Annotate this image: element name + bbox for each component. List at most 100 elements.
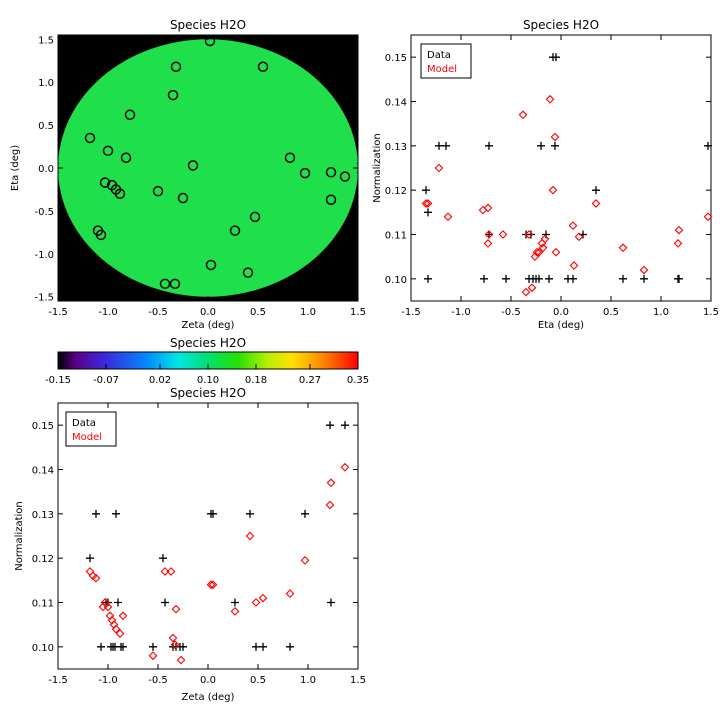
zeta-model-point [171, 604, 181, 614]
zeta-data-point [114, 598, 122, 607]
map-y-tick-label: 0.5 [38, 121, 54, 132]
map-x-tick-label: 0.5 [250, 307, 266, 318]
zeta-model-point [258, 593, 268, 603]
map-source-marker [205, 259, 217, 271]
zeta-model-point [340, 462, 350, 472]
map-field-ellipse [58, 39, 358, 297]
eta-data-point [552, 53, 560, 62]
zeta-data-point [97, 642, 105, 651]
map-source-marker [102, 145, 114, 157]
eta-legend-model: Model [427, 64, 457, 75]
zeta-data-point [209, 509, 217, 518]
zeta-model-point [176, 655, 186, 665]
zeta-data-point [259, 642, 267, 651]
map-source-marker [95, 229, 107, 241]
eta-model-point [524, 230, 534, 239]
eta-y-tick-label: 0.12 [385, 186, 407, 197]
zeta-y-tick-label: 0.12 [32, 554, 54, 565]
eta-model-point [548, 185, 558, 195]
eta-model-point [673, 238, 683, 248]
eta-data-point [535, 274, 543, 283]
colorbar-tick-label: -0.15 [45, 375, 71, 386]
eta-model-point [434, 163, 444, 173]
eta-x-tick-label: 0.5 [603, 307, 619, 318]
zeta-model-point [103, 602, 113, 612]
eta-legend-box [420, 43, 472, 79]
eta-data-point [569, 274, 577, 283]
colorbar-tick-label: 0.27 [299, 375, 321, 386]
map-source-marker [249, 211, 261, 223]
map-y-tick-label: -0.5 [34, 207, 54, 218]
zeta-x-tick-label: 0.5 [250, 675, 266, 686]
eta-model-point [532, 247, 542, 257]
zeta-model-point [111, 624, 121, 634]
eta-model-point [498, 230, 508, 239]
eta-data-point [485, 141, 493, 150]
eta-model-point [674, 225, 684, 235]
zeta-model-point [85, 567, 95, 576]
eta-legend-data: Data [427, 50, 451, 61]
eta-model-point [478, 205, 488, 215]
zeta-model-point [245, 531, 255, 541]
zeta-data-point [286, 642, 294, 651]
zeta-legend: Data Model [65, 411, 117, 447]
colorbar-panel: Species H2O -0.15 -0.07 0.02 0.10 0.18 0.27 0.… [45, 336, 369, 386]
eta-data-point [480, 274, 488, 283]
map-y-ticks: -1.5 -1.0 -0.5 0.0 0.5 1.0 1.5 [34, 35, 358, 304]
eta-y-axis-label: Normalization [372, 133, 383, 203]
map-x-tick-label: 0.0 [200, 307, 216, 318]
eta-x-tick-label: 1.0 [653, 307, 669, 318]
map-y-tick-label: 1.0 [38, 78, 54, 89]
map-y-tick-label: 1.5 [38, 35, 54, 46]
zeta-data-point [119, 642, 127, 651]
zeta-legend-model: Model [72, 432, 102, 443]
eta-y-tick-label: 0.15 [385, 53, 407, 64]
zeta-model-point [115, 629, 125, 638]
zeta-data-point [92, 509, 100, 518]
zeta-model-point [160, 567, 170, 576]
zeta-x-tick-label: 1.0 [300, 675, 316, 686]
eta-model-point [443, 212, 453, 222]
map-source-marker [229, 225, 241, 236]
map-x-tick-label: -0.5 [148, 307, 168, 318]
map-source-marker [242, 267, 254, 278]
eta-data-point [442, 141, 450, 150]
map-source-marker [152, 185, 164, 197]
eta-model-point [551, 247, 561, 257]
eta-model-point [574, 232, 584, 242]
colorbar-ticks: -0.15 -0.07 0.02 0.10 0.18 0.27 0.35 [45, 364, 369, 386]
map-source-marker [99, 177, 111, 188]
zeta-data-point [326, 421, 334, 430]
eta-data-point [424, 274, 432, 283]
eta-model-point [545, 94, 555, 104]
colorbar-tick-label: 0.10 [197, 375, 219, 386]
zeta-model-point [300, 556, 310, 565]
zeta-x-axis-label: Zeta (deg) [182, 692, 235, 703]
zeta-model-point [251, 598, 261, 607]
zeta-model-point [325, 500, 335, 510]
map-y-tick-label: 0.0 [38, 164, 54, 175]
eta-data-point [592, 186, 600, 195]
eta-x-tick-label: 0.0 [553, 307, 569, 318]
zeta-data-point [159, 554, 167, 563]
zeta-model-point [170, 640, 180, 649]
zeta-model-point [206, 580, 216, 590]
map-y-axis-label: Eta (deg) [10, 145, 21, 191]
map-source-marker [325, 194, 337, 205]
map-y-tick-label: -1.0 [34, 250, 54, 261]
eta-model-point [703, 212, 713, 222]
map-x-tick-label: 1.0 [300, 307, 316, 318]
map-source-marker [325, 167, 337, 178]
map-x-tick-label: -1.5 [48, 307, 68, 318]
eta-data-point [424, 208, 432, 217]
map-source-marker [170, 61, 182, 72]
map-source-marker [124, 109, 136, 121]
map-source-marker [339, 171, 351, 182]
zeta-y-axis-label: Normalization [14, 501, 25, 571]
map-source-marker [159, 278, 171, 290]
map-title: Species H2O [170, 18, 246, 32]
zeta-x-tick-label: -0.5 [148, 675, 168, 686]
eta-title: Species H2O [523, 18, 599, 32]
zeta-y-tick-label: 0.14 [32, 466, 54, 477]
colorbar-tick-label: 0.18 [245, 375, 267, 386]
